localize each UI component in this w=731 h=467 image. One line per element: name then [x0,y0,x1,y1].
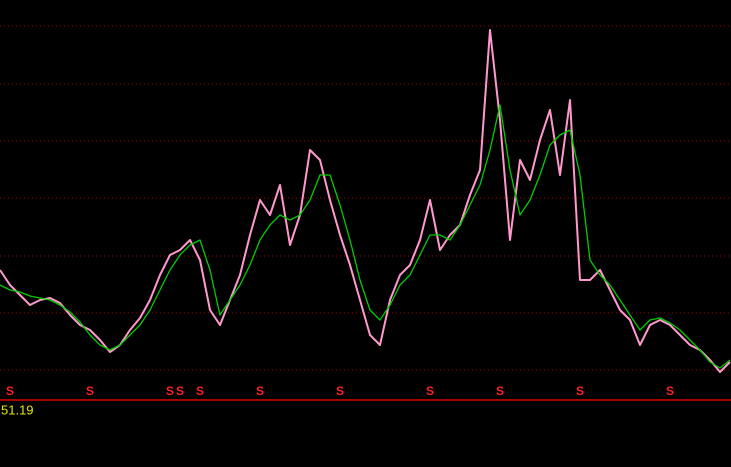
average-line [0,104,731,369]
signal-marker: S [426,384,434,398]
signal-marker: S [666,384,674,398]
signal-marker: S [256,384,264,398]
signal-marker: S [196,384,204,398]
signal-marker: S [6,384,14,398]
signal-marker: S [576,384,584,398]
signal-marker: S [496,384,504,398]
signal-marker: S [336,384,344,398]
price-line [0,29,731,373]
signal-marker: S [86,384,94,398]
signal-marker: S [176,384,184,398]
signal-marker: S [166,384,174,398]
value-readout: 51.19 [1,402,34,417]
